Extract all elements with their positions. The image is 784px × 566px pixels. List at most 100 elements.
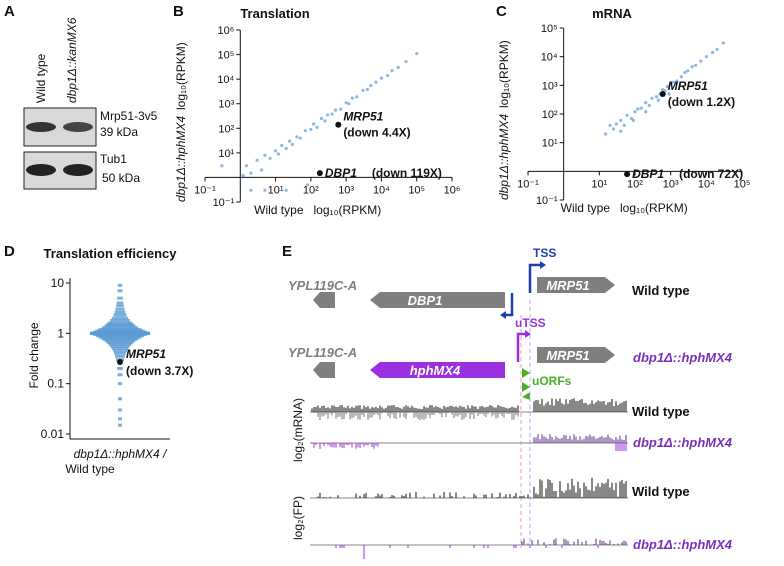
point — [263, 153, 267, 157]
point — [117, 423, 123, 427]
point — [379, 76, 384, 80]
point — [117, 373, 123, 377]
y-tick-label: 10¹ — [542, 138, 558, 150]
y-tick-label: 10⁵ — [541, 23, 558, 35]
point — [114, 351, 126, 355]
blot-size: 39 kDa — [100, 125, 138, 139]
point-note: (down 119X) — [372, 166, 442, 180]
highlight-point — [335, 121, 342, 128]
utss-label: uTSS — [515, 316, 546, 330]
gene-label: YPL119C-A — [288, 345, 357, 360]
point — [608, 123, 612, 128]
track-axis-label: log₂(FP) — [291, 496, 305, 540]
point — [117, 367, 123, 371]
point — [386, 73, 390, 78]
point-note: (down 4.4X) — [343, 126, 410, 140]
point — [390, 69, 394, 73]
chart-title: mRNA — [592, 6, 632, 21]
point — [108, 342, 132, 346]
chart-title: Translation efficiency — [44, 246, 178, 261]
point-note: (down 1.2X) — [668, 95, 735, 109]
gene-label: hphMX4 — [410, 363, 461, 378]
point — [650, 96, 654, 101]
point — [280, 143, 284, 148]
point-label: DBP1 — [632, 167, 664, 181]
y-tick-label: 10³ — [542, 80, 558, 92]
point — [614, 122, 618, 126]
point — [113, 349, 127, 353]
point — [276, 152, 280, 156]
point — [647, 103, 651, 107]
strain-label: Wild type — [632, 484, 690, 499]
point — [350, 96, 354, 100]
point — [263, 188, 267, 192]
point-label: DBP1 — [325, 166, 357, 180]
point — [117, 289, 123, 293]
point — [116, 301, 124, 305]
y-tick-label: 10² — [218, 123, 234, 135]
point — [255, 158, 259, 162]
point — [326, 113, 330, 117]
strain-label: dbp1Δ::hphMX4 — [633, 350, 733, 365]
panel-letter: D — [4, 243, 15, 260]
point — [290, 142, 295, 147]
highlight-point — [117, 358, 123, 365]
point — [686, 69, 690, 73]
point — [111, 316, 129, 320]
blot-label: Mrp51-3v5 — [100, 109, 158, 123]
point — [693, 63, 698, 67]
point — [619, 129, 623, 133]
uorf-label: uORFs — [532, 374, 572, 388]
point — [639, 106, 643, 110]
point — [622, 123, 626, 128]
point — [117, 408, 123, 412]
point — [107, 321, 133, 325]
x-tick-label: 10⁻¹ — [194, 184, 216, 196]
gene-label: YPL119C-A — [288, 278, 357, 293]
point — [105, 339, 135, 343]
point — [102, 326, 138, 330]
point — [667, 92, 671, 96]
point — [268, 156, 272, 160]
y-axis-label: Fold change — [27, 322, 41, 388]
x-axis-label: Wild type — [561, 201, 611, 215]
point — [679, 75, 684, 79]
point — [99, 327, 141, 331]
blot — [23, 107, 97, 190]
point-note: (down 3.7X) — [126, 364, 193, 378]
x-axis-label: Wild type — [65, 462, 115, 476]
chart-title: Translation — [240, 6, 309, 21]
point — [699, 59, 703, 63]
point — [721, 41, 725, 45]
point — [631, 118, 635, 122]
point — [284, 188, 288, 192]
blot-size: 50 kDa — [102, 171, 140, 185]
point-note: (down 72X) — [679, 167, 743, 181]
strain-label: dbp1Δ::hphMX4 — [633, 435, 733, 450]
y-tick-label: 10 — [51, 276, 65, 290]
point — [344, 101, 348, 105]
point — [305, 183, 310, 187]
y-tick-label: 10³ — [218, 99, 234, 111]
point-label: MRP51 — [343, 110, 383, 124]
point — [117, 283, 123, 287]
y-axis-label: dbp1Δ::hphMX4 — [497, 114, 511, 200]
x-tick-label: 10¹ — [591, 178, 607, 190]
point — [273, 149, 278, 153]
highlight-point — [659, 90, 666, 97]
point — [117, 296, 123, 300]
point — [309, 127, 313, 132]
point — [396, 65, 400, 70]
point — [312, 122, 316, 126]
point — [671, 80, 676, 84]
x-axis-unit: log₁₀(RPKM) — [620, 201, 688, 215]
point — [374, 80, 378, 84]
point — [117, 417, 123, 421]
point — [244, 164, 249, 168]
point-label: MRP51 — [668, 79, 708, 93]
point — [619, 118, 623, 122]
point — [104, 324, 136, 328]
x-tick-label: 10¹ — [268, 184, 284, 196]
y-tick-label: 10⁴ — [541, 52, 558, 64]
y-tick-label: 10⁵ — [217, 50, 234, 62]
